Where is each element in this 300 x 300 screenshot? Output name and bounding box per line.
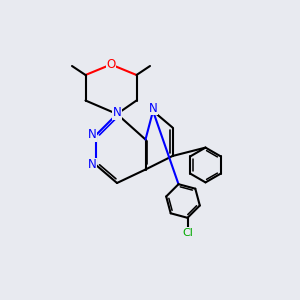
Text: Cl: Cl (182, 228, 193, 238)
Text: O: O (106, 58, 116, 71)
Text: N: N (88, 158, 97, 172)
Text: N: N (88, 128, 97, 142)
Text: N: N (112, 106, 122, 119)
Text: N: N (148, 101, 158, 115)
